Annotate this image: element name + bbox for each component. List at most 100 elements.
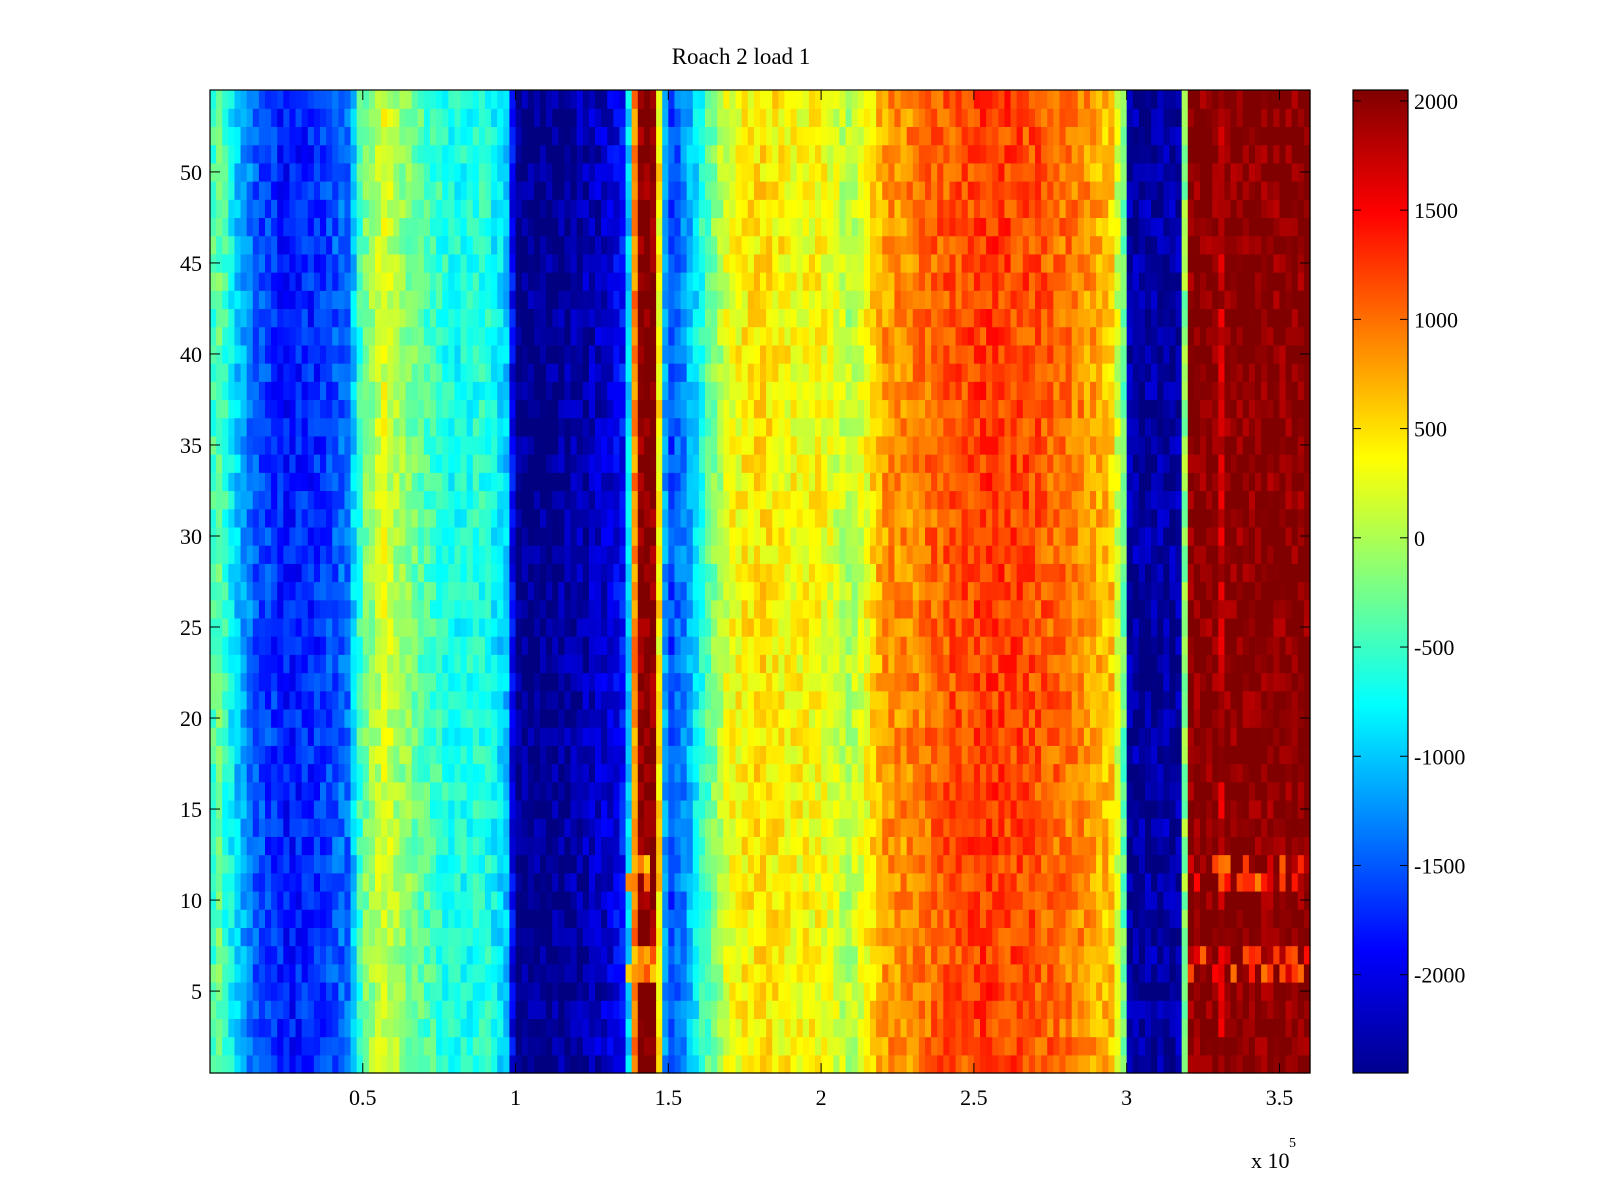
heatmap-cell [454, 981, 462, 1001]
heatmap-cell [650, 727, 657, 746]
heatmap-cell [894, 708, 902, 728]
heatmap-cell [937, 1036, 944, 1056]
heatmap-cell [320, 890, 327, 910]
heatmap-cell [1041, 617, 1048, 637]
heatmap-cell [643, 927, 651, 947]
heatmap-cell [949, 690, 957, 710]
heatmap-cell [442, 781, 449, 801]
heatmap-cell [619, 963, 627, 983]
heatmap-cell [1248, 1000, 1256, 1019]
heatmap-cell [1065, 727, 1073, 746]
heatmap-cell [1071, 672, 1079, 692]
heatmap-cell [411, 763, 419, 783]
heatmap-cell [503, 581, 511, 601]
heatmap-cell [552, 690, 559, 710]
heatmap-cell [741, 1018, 749, 1038]
heatmap-cell [668, 727, 676, 746]
heatmap-cell [387, 581, 394, 601]
heatmap-cell [509, 581, 517, 601]
heatmap-cell [876, 854, 883, 874]
heatmap-cell [595, 799, 602, 819]
heatmap-cell [460, 872, 468, 892]
heatmap-cell [943, 1036, 951, 1056]
heatmap-cell [466, 745, 474, 765]
heatmap-cell [955, 563, 963, 583]
heatmap-cell [1090, 1054, 1097, 1074]
heatmap-cell [1200, 945, 1207, 965]
heatmap-cell [405, 745, 413, 765]
heatmap-cell [289, 799, 297, 819]
heatmap-cell [576, 672, 584, 692]
heatmap-cell [1261, 945, 1268, 965]
heatmap-cell [430, 654, 437, 674]
heatmap-cell [1273, 854, 1281, 874]
heatmap-cell [546, 763, 553, 783]
heatmap-cell [912, 890, 920, 910]
heatmap-cell [1010, 1036, 1018, 1056]
heatmap-cell [564, 945, 572, 965]
heatmap-cell [301, 872, 309, 892]
heatmap-cell [1035, 599, 1042, 619]
heatmap-cell [906, 690, 914, 710]
heatmap-cell [717, 563, 724, 583]
heatmap-cell [827, 654, 834, 674]
heatmap-cell [265, 581, 272, 601]
heatmap-cell [625, 818, 633, 837]
heatmap-cell [619, 799, 627, 819]
heatmap-cell [650, 799, 657, 819]
heatmap-cell [821, 763, 828, 783]
heatmap-cell [1138, 672, 1146, 692]
heatmap-cell [1151, 854, 1158, 874]
heatmap-cell [1193, 781, 1201, 801]
heatmap-cell [692, 945, 700, 965]
heatmap-cell [442, 727, 449, 746]
heatmap-cell [1108, 617, 1116, 637]
heatmap-cell [1285, 799, 1293, 819]
heatmap-cell [356, 1018, 364, 1038]
heatmap-cell [1041, 745, 1048, 765]
heatmap-cell [998, 1054, 1006, 1074]
heatmap-cell [503, 963, 511, 983]
heatmap-cell [1010, 563, 1018, 583]
heatmap-cell [1157, 781, 1164, 801]
heatmap-cell [876, 727, 883, 746]
heatmap-cell [1022, 945, 1030, 965]
heatmap-cell [405, 690, 413, 710]
heatmap-cell [240, 672, 248, 692]
heatmap-cell [338, 781, 346, 801]
heatmap-cell [448, 854, 456, 874]
heatmap-cell [362, 672, 370, 692]
heatmap-cell [1071, 945, 1079, 965]
heatmap-cell [1126, 745, 1134, 765]
heatmap-cell [1010, 945, 1018, 965]
heatmap-cell [906, 636, 914, 655]
heatmap-cell [1255, 581, 1262, 601]
heatmap-cell [876, 617, 883, 637]
heatmap-cell [992, 1000, 999, 1019]
heatmap-cell [753, 690, 761, 710]
heatmap-cell [668, 963, 676, 983]
heatmap-cell [1242, 836, 1250, 856]
heatmap-cell [711, 690, 718, 710]
heatmap-cell [1212, 672, 1219, 692]
heatmap-cell [906, 872, 914, 892]
heatmap-cell [582, 799, 590, 819]
heatmap-cell [1273, 890, 1281, 910]
heatmap-cell [656, 727, 663, 746]
heatmap-cell [362, 636, 370, 655]
heatmap-cell [912, 1000, 920, 1019]
heatmap-cell [1181, 799, 1189, 819]
heatmap-cell [808, 963, 816, 983]
heatmap-cell [423, 890, 431, 910]
heatmap-cell [1193, 763, 1201, 783]
heatmap-cell [552, 854, 559, 874]
heatmap-cell [277, 636, 284, 655]
heatmap-cell [362, 745, 370, 765]
heatmap-cell [723, 799, 731, 819]
heatmap-cell [1303, 654, 1311, 674]
heatmap-cell [387, 599, 394, 619]
heatmap-cell [1230, 1054, 1238, 1074]
heatmap-cell [723, 909, 731, 928]
heatmap-cell [411, 1018, 419, 1038]
heatmap-cell [900, 727, 908, 746]
